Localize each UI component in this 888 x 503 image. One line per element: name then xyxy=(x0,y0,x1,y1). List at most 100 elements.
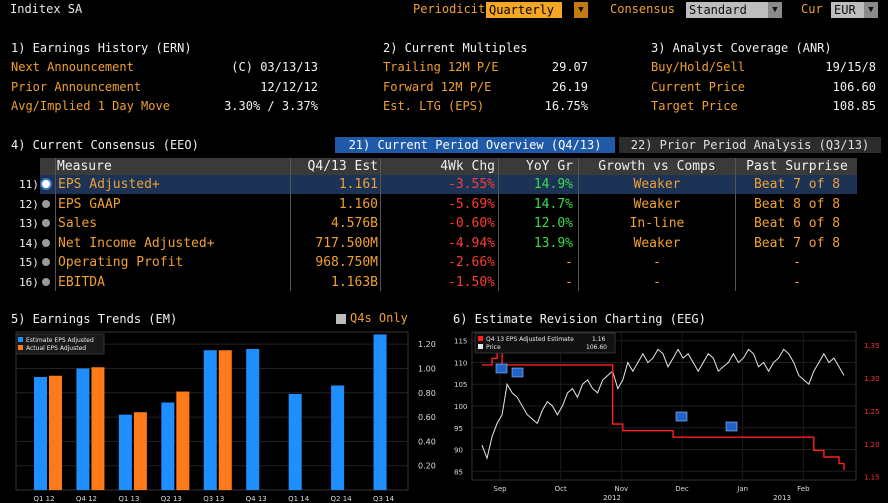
legend-box xyxy=(474,332,616,354)
row-radio-icon[interactable] xyxy=(42,180,50,188)
legend-label-estimate: Estimate EPS Adjusted xyxy=(26,337,94,344)
column-separator xyxy=(578,158,579,291)
earnings-trends-title[interactable]: 5) Earnings Trends (EM) xyxy=(11,312,178,326)
y-tick-label: 0.80 xyxy=(418,389,436,398)
next-announcement-value: (C) 03/13/13 xyxy=(231,60,318,74)
chg-cell: -1.50% xyxy=(448,274,495,290)
growth-cell: - xyxy=(653,274,661,290)
current-multiples-title[interactable]: 2) Current Multiples xyxy=(383,41,528,55)
legend-box xyxy=(15,333,105,355)
row-number: 11) xyxy=(19,178,39,191)
row-radio-icon[interactable] xyxy=(42,258,50,266)
security-title: Inditex SA xyxy=(10,2,83,16)
surprise-cell: Beat 8 of 8 xyxy=(753,196,841,212)
measure-cell: Net Income Adjusted+ xyxy=(58,235,215,251)
bar-estimate xyxy=(203,350,217,490)
legend-label-actual: Actual EPS Adjusted xyxy=(26,345,86,352)
right-tick-label: 1.20 xyxy=(864,441,880,449)
q4s-only-label: Q4s Only xyxy=(350,311,408,325)
x-tick-label: Q4 12 xyxy=(76,495,97,503)
yoy-cell: - xyxy=(565,255,573,270)
bar-estimate xyxy=(118,414,132,490)
estimate-revision-title[interactable]: 6) Estimate Revision Charting (EEG) xyxy=(453,312,706,326)
col-est[interactable]: Q4/13 Est xyxy=(307,159,378,174)
surprise-cell: - xyxy=(793,274,801,290)
row-radio-icon[interactable] xyxy=(42,238,50,247)
yoy-cell: 13.9% xyxy=(533,235,573,251)
yoy-cell: 14.9% xyxy=(533,177,573,192)
consensus-table-header: Measure Q4/13 Est 4Wk Chg YoY Gr Growth … xyxy=(40,158,857,175)
row-radio-icon[interactable] xyxy=(42,277,50,286)
table-row[interactable]: 12) EPS GAAP 1.160 -5.69% 14.7% Weaker Beat 8 … xyxy=(0,195,888,214)
bar-estimate xyxy=(161,402,175,490)
row-number: 13) xyxy=(19,217,39,230)
measure-cell: Operating Profit xyxy=(58,255,184,270)
legend-swatch-actual xyxy=(18,345,23,350)
periodicity-value: Quarterly xyxy=(489,3,555,17)
consensus-select[interactable]: Standard xyxy=(686,2,768,18)
right-tick-label: 1.35 xyxy=(864,342,880,350)
column-separator xyxy=(735,158,736,291)
measure-cell: EPS Adjusted+ xyxy=(58,177,160,192)
left-tick-label: 95 xyxy=(454,425,463,433)
consensus-dropdown-icon[interactable]: ▼ xyxy=(768,2,782,18)
measure-cell: EBITDA xyxy=(58,274,105,290)
right-tick-label: 1.15 xyxy=(864,474,880,482)
growth-cell: In-line xyxy=(629,216,685,231)
forward-pe-value: 26.19 xyxy=(551,80,588,94)
row-number: 12) xyxy=(19,197,39,211)
prior-announcement-value: 12/12/12 xyxy=(260,80,318,94)
col-yoy[interactable]: YoY Gr xyxy=(526,159,573,174)
currency-select[interactable]: EUR xyxy=(831,2,864,18)
currency-value: EUR xyxy=(834,3,856,17)
q4s-only-toggle[interactable]: Q4s Only xyxy=(336,311,408,325)
tab-prior-period[interactable]: 22) Prior Period Analysis (Q3/13) xyxy=(619,137,881,153)
table-row[interactable]: 11) EPS Adjusted+ 1.161 -3.55% 14.9% Weaker Be… xyxy=(0,175,888,194)
trailing-pe-label: Trailing 12M P/E xyxy=(383,60,499,74)
periodicity-select[interactable]: Quarterly xyxy=(486,2,562,18)
currency-dropdown-icon[interactable]: ▼ xyxy=(864,2,878,18)
q4s-only-checkbox[interactable] xyxy=(336,313,346,324)
bar-actual xyxy=(49,375,62,490)
yoy-cell: - xyxy=(565,274,573,290)
col-surprise[interactable]: Past Surprise xyxy=(746,159,848,174)
y-tick-label: 1.20 xyxy=(418,340,436,349)
avg-move-label: Avg/Implied 1 Day Move xyxy=(11,99,170,113)
chg-cell: -2.66% xyxy=(448,255,495,270)
est-cell: 968.750M xyxy=(315,255,378,270)
col-chg[interactable]: 4Wk Chg xyxy=(440,159,495,174)
row-radio-icon[interactable] xyxy=(42,199,50,208)
growth-cell: Weaker xyxy=(633,177,681,192)
currency-label: Cur xyxy=(801,2,823,16)
x-tick-label: Feb xyxy=(797,485,810,493)
bar-estimate xyxy=(246,349,260,490)
selected-row-highlight xyxy=(40,175,857,194)
buy-hold-sell-value: 19/15/8 xyxy=(825,60,876,74)
est-cell: 1.161 xyxy=(338,177,378,192)
row-radio-icon[interactable] xyxy=(42,219,50,227)
column-separator xyxy=(290,158,291,291)
x-tick-label: Q3 13 xyxy=(203,495,224,503)
tab-current-period[interactable]: 21) Current Period Overview (Q4/13) xyxy=(335,137,615,153)
consensus-title[interactable]: 4) Current Consensus (EEO) xyxy=(11,138,199,152)
earnings-history-title[interactable]: 1) Earnings History (ERN) xyxy=(11,41,192,55)
surprise-cell: - xyxy=(793,255,801,270)
col-growth[interactable]: Growth vs Comps xyxy=(598,159,716,174)
left-tick-label: 90 xyxy=(454,447,463,455)
analyst-coverage-title[interactable]: 3) Analyst Coverage (ANR) xyxy=(651,41,832,55)
column-separator xyxy=(498,158,499,291)
column-separator xyxy=(380,158,381,291)
periodicity-label: Periodicity xyxy=(413,2,493,16)
x-tick-label: Oct xyxy=(555,485,567,493)
table-row[interactable]: 13) Sales 4.576B -0.60% 12.0% In-line Beat 6 o… xyxy=(0,214,888,233)
table-row[interactable]: 15) Operating Profit 968.750M -2.66% - - - xyxy=(0,253,888,272)
table-row[interactable]: 14) Net Income Adjusted+ 717.500M -4.94% 13.… xyxy=(0,234,888,253)
col-measure[interactable]: Measure xyxy=(57,159,112,174)
x-tick-label: Q2 13 xyxy=(161,495,182,503)
row-number: 15) xyxy=(19,256,39,269)
periodicity-dropdown-icon[interactable]: ▼ xyxy=(574,2,588,18)
target-price-value: 108.85 xyxy=(832,99,876,113)
growth-cell: Weaker xyxy=(633,196,681,212)
legend-label-price: Price xyxy=(486,344,501,351)
table-row[interactable]: 16) EBITDA 1.163B -1.50% - - - xyxy=(0,273,888,292)
